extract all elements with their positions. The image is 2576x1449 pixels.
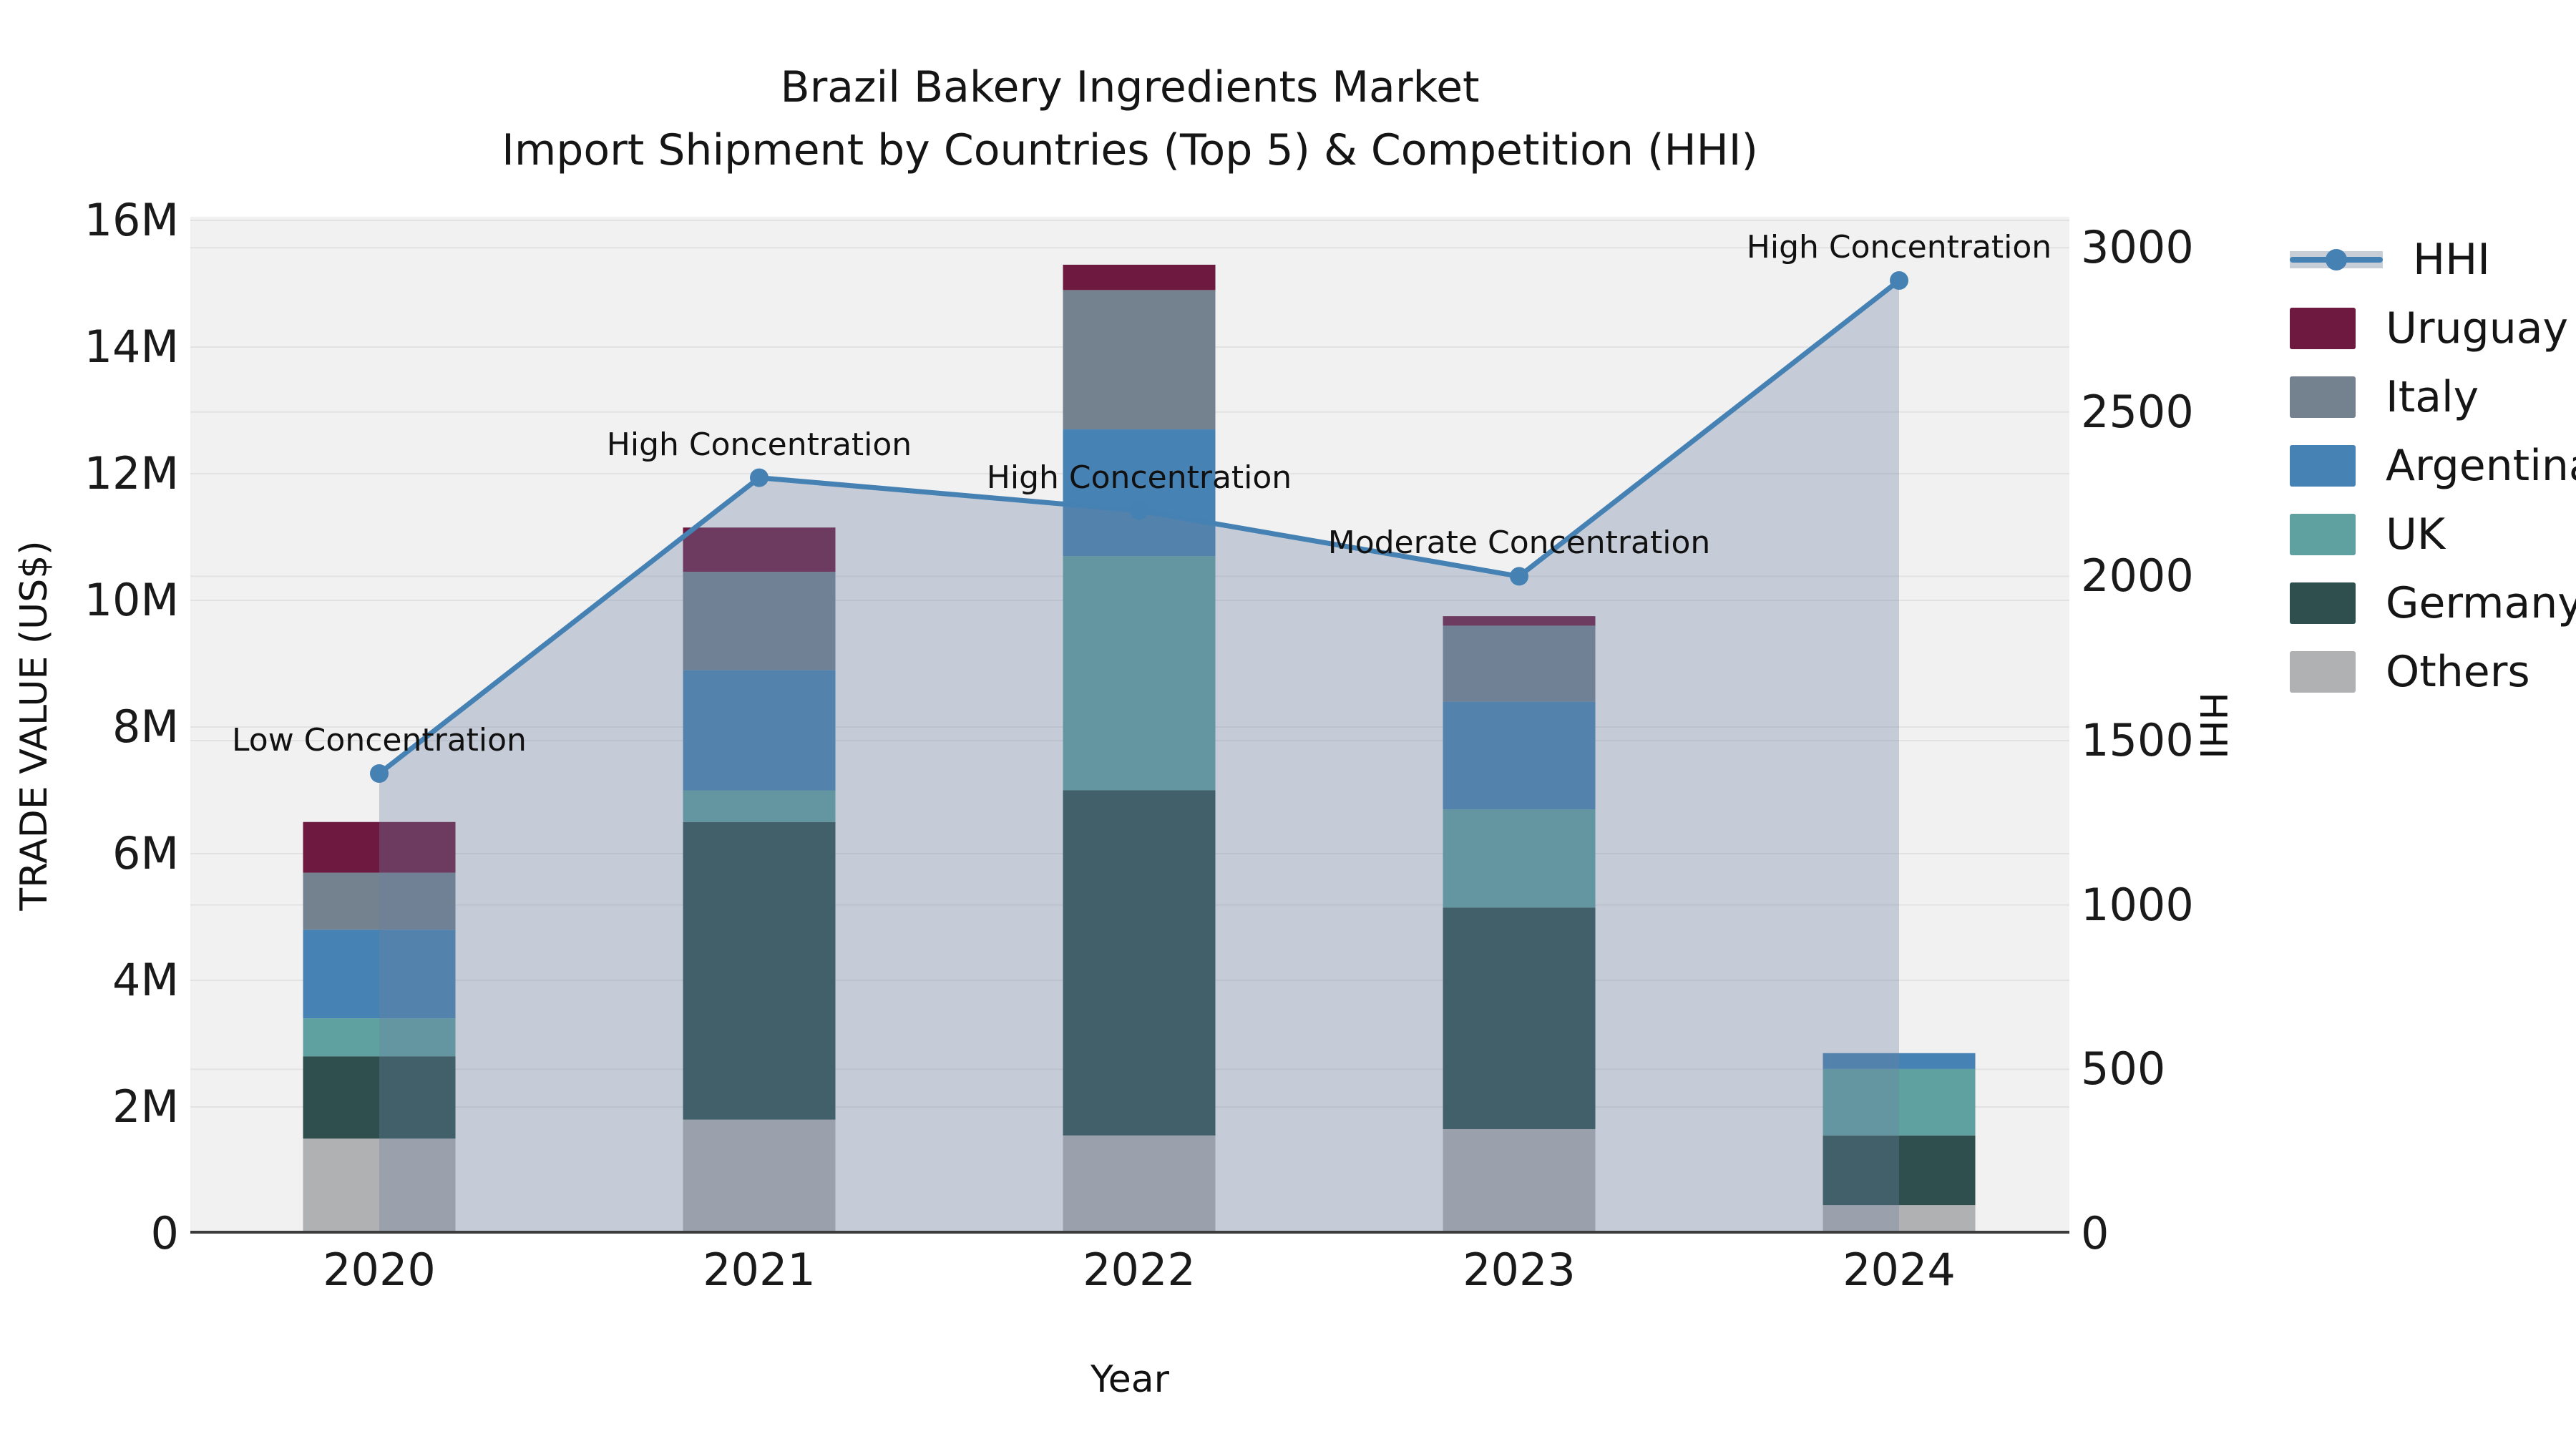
y-right-tick-500: 500 [2081, 1043, 2166, 1096]
bar-segment-others-2021 [683, 1119, 836, 1234]
bar-segment-uruguay-2021 [683, 527, 836, 572]
bar-segment-uk-2022 [1063, 556, 1216, 791]
x-tick-2023: 2023 [1463, 1244, 1576, 1296]
bar-segment-germany-2024 [1823, 1135, 1976, 1206]
bar-segment-italy-2021 [683, 572, 836, 670]
bar-segment-argentina-2022 [1063, 429, 1216, 557]
legend-label-uruguay: Uruguay [2386, 303, 2568, 353]
x-tick-2020: 2020 [323, 1244, 436, 1296]
y-right-tick-1000: 1000 [2081, 878, 2194, 931]
bar-segment-uk-2023 [1443, 809, 1596, 908]
hhi-marker-2021 [750, 468, 769, 487]
y-axis-left-title: TRADE VALUE (US$) [13, 540, 56, 911]
legend-swatch-italy [2290, 376, 2356, 418]
legend-item-germany: Germany [2290, 578, 2576, 628]
annotation-2024: High Concentration [1746, 229, 2052, 266]
chart-title-line1: Brazil Bakery Ingredients Market [780, 62, 1480, 112]
x-tick-2022: 2022 [1083, 1244, 1196, 1296]
y-left-tick-6M: 6M [112, 827, 179, 879]
legend-label-argentina: Argentina [2386, 441, 2576, 491]
y-left-tick-12M: 12M [84, 447, 179, 499]
legend-item-others: Others [2290, 647, 2576, 697]
legend-label-uk: UK [2386, 509, 2446, 560]
bar-segment-germany-2023 [1443, 907, 1596, 1129]
bar-segment-others-2022 [1063, 1135, 1216, 1234]
legend-item-italy: Italy [2290, 372, 2576, 422]
bar-segment-argentina-2020 [303, 930, 456, 1019]
legend-item-argentina: Argentina [2290, 441, 2576, 491]
bar-segment-others-2023 [1443, 1128, 1596, 1234]
plot-svg [190, 220, 2069, 1234]
legend: HHI Uruguay Italy Argentina UK Germany Others [2290, 235, 2576, 697]
bar-segment-uk-2020 [303, 1018, 456, 1057]
y-left-tick-8M: 8M [112, 701, 179, 753]
y-left-tick-16M: 16M [84, 194, 179, 246]
bar-segment-argentina-2023 [1443, 701, 1596, 810]
bar-segment-germany-2022 [1063, 790, 1216, 1136]
hhi-marker-2020 [370, 764, 389, 783]
x-tick-2021: 2021 [703, 1244, 816, 1296]
bar-segment-uruguay-2022 [1063, 264, 1216, 291]
legend-item-uk: UK [2290, 509, 2576, 560]
annotation-2020: Low Concentration [232, 721, 527, 758]
legend-swatch-uk [2290, 514, 2356, 555]
legend-label-others: Others [2386, 647, 2530, 697]
hhi-marker-2022 [1130, 501, 1148, 520]
bar-segment-italy-2020 [303, 872, 456, 930]
bar-segment-uruguay-2020 [303, 821, 456, 873]
legend-item-uruguay: Uruguay [2290, 303, 2576, 353]
annotation-2021: High Concentration [606, 426, 912, 463]
legend-line-dot [2326, 249, 2347, 270]
legend-hhi-line-icon [2290, 239, 2383, 280]
legend-label-germany: Germany [2386, 578, 2576, 628]
bar-segment-germany-2020 [303, 1056, 456, 1139]
bar-segment-uk-2021 [683, 790, 836, 822]
annotation-2023: Moderate Concentration [1327, 525, 1711, 562]
plot-area [190, 217, 2069, 1234]
y-axis-right-title: HHI [2191, 692, 2234, 759]
y-right-tick-2000: 2000 [2081, 550, 2194, 602]
y-right-tick-3000: 3000 [2081, 221, 2194, 274]
y-left-tick-14M: 14M [84, 321, 179, 373]
bar-segment-germany-2021 [683, 821, 836, 1120]
chart-title-line2: Import Shipment by Countries (Top 5) & C… [502, 125, 1758, 175]
y-right-tick-1500: 1500 [2081, 714, 2194, 767]
y-left-tick-2M: 2M [112, 1080, 179, 1133]
bar-segment-uk-2024 [1823, 1068, 1976, 1136]
y-left-tick-4M: 4M [112, 954, 179, 1006]
legend-swatch-uruguay [2290, 308, 2356, 349]
hhi-area-fill [379, 280, 1899, 1234]
bar-segment-argentina-2021 [683, 670, 836, 791]
legend-swatch-germany [2290, 582, 2356, 624]
legend-swatch-others [2290, 651, 2356, 693]
x-axis-title: Year [1090, 1358, 1170, 1401]
bar-segment-italy-2023 [1443, 625, 1596, 702]
legend-swatch-argentina [2290, 445, 2356, 487]
annotation-2022: High Concentration [986, 459, 1292, 496]
bar-segment-others-2020 [303, 1138, 456, 1234]
legend-label-hhi: HHI [2413, 235, 2490, 285]
hhi-marker-2024 [1890, 271, 1908, 290]
legend-label-italy: Italy [2386, 372, 2479, 422]
chart-title: Brazil Bakery Ingredients Market Import … [190, 56, 2069, 182]
legend-item-hhi: HHI [2290, 235, 2576, 285]
y-right-tick-2500: 2500 [2081, 385, 2194, 438]
x-tick-2024: 2024 [1843, 1244, 1956, 1296]
y-left-tick-10M: 10M [84, 574, 179, 626]
bar-segment-uruguay-2023 [1443, 616, 1596, 626]
bar-segment-italy-2022 [1063, 290, 1216, 430]
hhi-marker-2023 [1510, 567, 1528, 586]
y-right-tick-0: 0 [2081, 1207, 2109, 1259]
bar-segment-argentina-2024 [1823, 1053, 1976, 1069]
y-left-tick-0: 0 [150, 1207, 179, 1259]
bar-segment-others-2024 [1823, 1205, 1976, 1234]
